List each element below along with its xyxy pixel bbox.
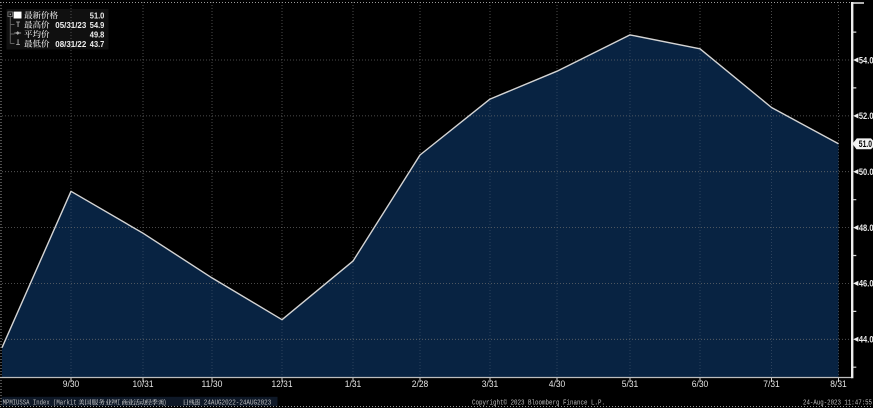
svg-text:5/31: 5/31 (622, 379, 639, 389)
svg-text:8/31: 8/31 (830, 379, 847, 389)
svg-text:54.9: 54.9 (90, 21, 105, 30)
svg-text:24-Aug-2023 11:47:55: 24-Aug-2023 11:47:55 (803, 400, 872, 408)
svg-text:46.0: 46.0 (859, 279, 873, 289)
svg-text:49.8: 49.8 (90, 30, 105, 39)
svg-text:PMI: PMI (112, 400, 121, 408)
svg-text:10/31: 10/31 (133, 379, 154, 389)
svg-text:3/31: 3/31 (482, 379, 499, 389)
svg-text:44.0: 44.0 (859, 335, 873, 345)
svg-text:08/31/22: 08/31/22 (55, 40, 87, 49)
svg-text:): ) (163, 400, 166, 408)
svg-text:4/30: 4/30 (549, 379, 566, 389)
svg-text:05/31/23: 05/31/23 (55, 21, 87, 30)
svg-text:MPMIUSSA Index (Markit: MPMIUSSA Index (Markit (3, 400, 77, 408)
svg-text:6/30: 6/30 (692, 379, 709, 389)
svg-text:Copyright© 2023 Bloomberg Fina: Copyright© 2023 Bloomberg Finance L.P. (472, 399, 605, 408)
svg-text:51.0: 51.0 (859, 139, 872, 149)
svg-text:52.0: 52.0 (859, 111, 873, 121)
svg-text:54.0: 54.0 (859, 55, 873, 65)
svg-text:9/30: 9/30 (63, 379, 80, 389)
svg-text:11/30: 11/30 (202, 379, 223, 389)
svg-text:43.7: 43.7 (90, 40, 105, 49)
svg-text:50.0: 50.0 (859, 167, 873, 177)
svg-text:24AUG2022-24AUG2023: 24AUG2022-24AUG2023 (204, 400, 271, 408)
svg-text:1/31: 1/31 (345, 379, 362, 389)
svg-text:2/28: 2/28 (412, 379, 429, 389)
svg-text:51.0: 51.0 (90, 11, 105, 20)
svg-text:7/31: 7/31 (763, 379, 780, 389)
svg-text:48.0: 48.0 (859, 223, 873, 233)
svg-text:12/31: 12/31 (272, 379, 293, 389)
